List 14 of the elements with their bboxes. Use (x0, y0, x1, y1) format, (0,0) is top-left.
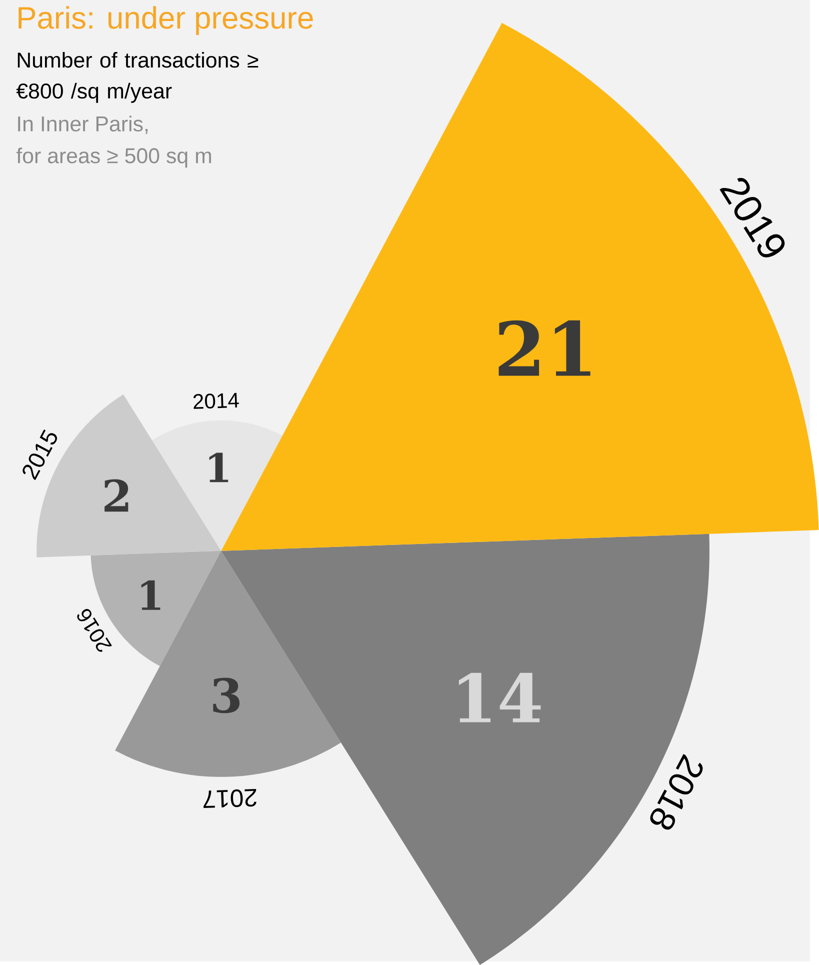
text: In Inner Paris, (18, 116, 148, 134)
data-label: 2 (104, 479, 128, 512)
text: Paris: under pressure (18, 6, 313, 35)
data-label: 1 (141, 580, 160, 610)
category-label: 2014 (194, 392, 239, 409)
data-label: 14 (458, 672, 541, 722)
text: for areas ≥ 500 sq m (16, 148, 212, 168)
data-label: 1 (209, 452, 228, 482)
data-label: 21 (498, 320, 590, 376)
text: Number of transactions ≥ €800 /sq m/year (16, 52, 258, 103)
category-label: 2015 (22, 430, 58, 480)
data-label: 3 (213, 678, 240, 714)
category-label: 2017 (204, 788, 256, 808)
category-label: 2018 (650, 754, 703, 830)
